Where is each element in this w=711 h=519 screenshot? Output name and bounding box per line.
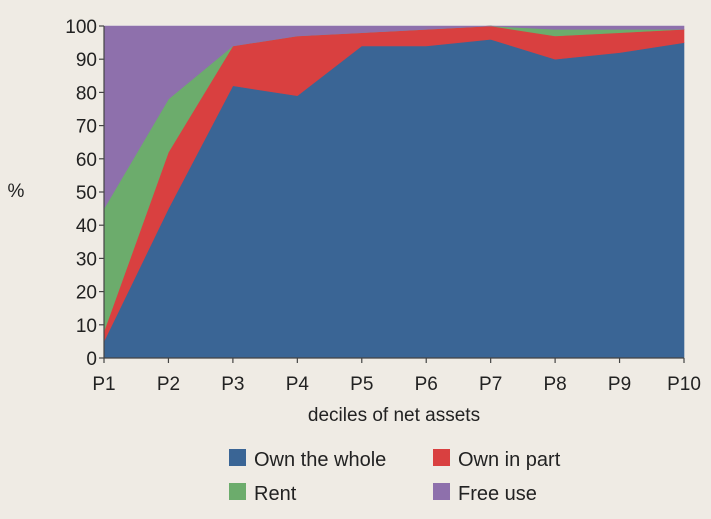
y-tick-label: 40 [76, 216, 97, 237]
x-tick-label: P1 [92, 374, 115, 395]
legend-swatch [229, 449, 246, 466]
legend: Own the whole Own in part Rent Free use [229, 449, 561, 505]
y-axis-label: % [8, 181, 25, 202]
y-tick-label: 80 [76, 83, 97, 104]
legend-label: Rent [254, 483, 297, 505]
y-tick-label: 90 [76, 50, 97, 71]
x-tick-label: P8 [543, 374, 566, 395]
y-tick-label: 10 [76, 316, 97, 337]
x-axis-ticks: P1 P2 P3 P4 P5 P6 P7 P8 P9 P10 [92, 358, 701, 395]
legend-label: Own the whole [254, 449, 386, 471]
x-axis-label: deciles of net assets [308, 405, 480, 426]
x-tick-label: P9 [608, 374, 631, 395]
x-tick-label: P6 [415, 374, 438, 395]
legend-swatch [433, 449, 450, 466]
x-tick-label: P7 [479, 374, 502, 395]
x-tick-label: P10 [667, 374, 701, 395]
legend-label: Own in part [458, 449, 561, 471]
legend-label: Free use [458, 483, 537, 505]
y-tick-label: 70 [76, 117, 97, 138]
x-tick-label: P4 [286, 374, 310, 395]
x-tick-label: P3 [221, 374, 244, 395]
y-tick-label: 20 [76, 283, 97, 304]
legend-swatch [433, 483, 450, 500]
y-axis-ticks: 0 10 20 30 40 50 60 70 80 90 100 [65, 17, 104, 370]
y-tick-label: 60 [76, 150, 97, 171]
area-free-use [103, 25, 685, 210]
x-tick-label: P2 [157, 374, 180, 395]
y-tick-label: 100 [65, 17, 97, 38]
y-tick-label: 30 [76, 249, 97, 270]
legend-swatch [229, 483, 246, 500]
x-tick-label: P5 [350, 374, 373, 395]
y-tick-label: 50 [76, 183, 97, 204]
y-tick-label: 0 [86, 349, 97, 370]
series-areas [103, 25, 685, 359]
